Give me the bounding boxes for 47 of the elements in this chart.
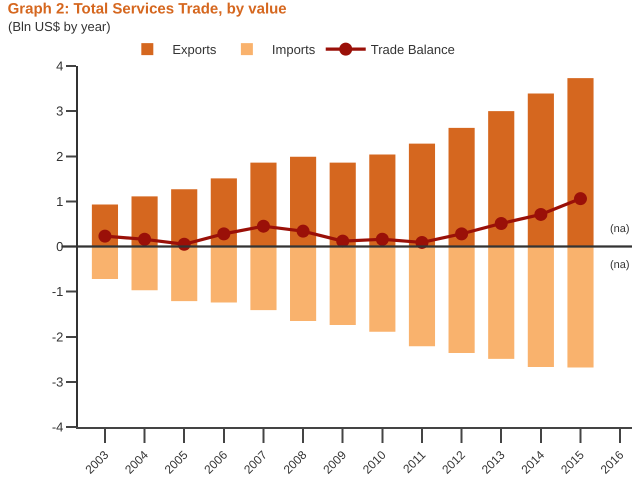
bar xyxy=(528,246,554,367)
bar xyxy=(250,246,277,310)
bar xyxy=(290,156,316,246)
point xyxy=(98,230,112,243)
bar xyxy=(408,144,436,246)
bar xyxy=(567,246,594,368)
chart-title: Graph 2: Total Services Trade, by value xyxy=(8,0,287,18)
bar xyxy=(92,246,118,279)
y-tick-label: 4 xyxy=(56,58,64,74)
y-axis-title: (Bln US$ by year) xyxy=(8,19,111,34)
bar xyxy=(171,246,198,302)
point xyxy=(376,232,389,246)
bar xyxy=(210,246,237,302)
y-tick-label: 2 xyxy=(56,148,64,164)
point xyxy=(217,227,230,240)
bar xyxy=(488,246,514,359)
bar xyxy=(488,111,514,246)
bar xyxy=(132,246,158,290)
bar xyxy=(369,154,396,246)
point xyxy=(574,192,587,206)
bar xyxy=(290,246,316,321)
y-tick-label: -2 xyxy=(52,329,64,344)
point xyxy=(138,232,152,246)
bar xyxy=(330,246,356,326)
y-tick-label: -1 xyxy=(52,284,64,300)
y-tick-label: -4 xyxy=(52,420,64,435)
bar xyxy=(448,246,475,353)
legend-label: Exports xyxy=(172,42,217,58)
y-tick-label: 1 xyxy=(56,194,64,209)
bar xyxy=(567,78,594,246)
annotation: (na) xyxy=(610,223,630,235)
y-tick-label: -3 xyxy=(52,374,64,390)
bar xyxy=(250,162,277,246)
point xyxy=(256,220,270,233)
bar xyxy=(330,162,356,246)
point xyxy=(455,227,468,240)
point xyxy=(494,216,508,230)
bar xyxy=(408,246,436,346)
point xyxy=(534,208,548,221)
bar xyxy=(369,246,396,332)
y-tick-label: 3 xyxy=(56,104,64,119)
legend-label: Imports xyxy=(272,42,316,58)
annotation: (na) xyxy=(610,259,630,271)
legend-label: Trade Balance xyxy=(370,42,455,58)
bar xyxy=(528,94,554,246)
bar xyxy=(448,128,475,246)
point xyxy=(296,224,310,238)
